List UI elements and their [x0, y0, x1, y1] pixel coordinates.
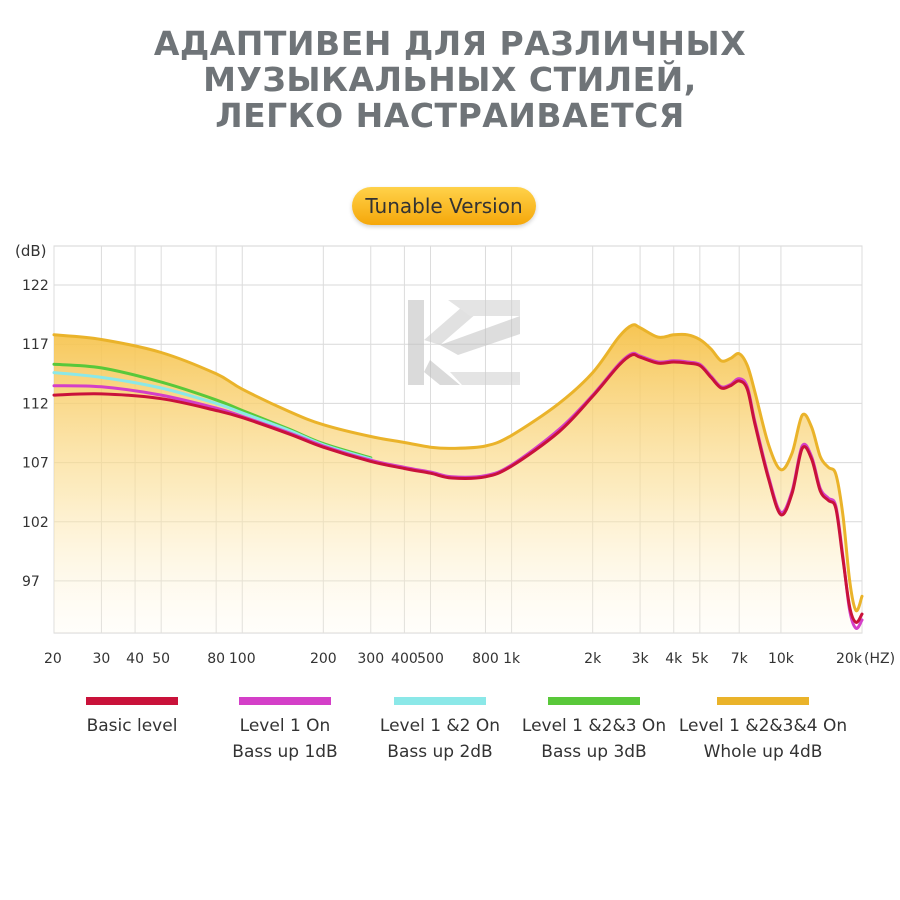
headline-line-3: ЛЕГКО НАСТРАИВАЕТСЯ: [215, 96, 685, 135]
headline-line-2: МУЗЫКАЛЬНЫХ СТИЛЕЙ,: [203, 60, 697, 99]
legend-sublabel: Whole up 4dB: [703, 742, 823, 762]
legend-swatch: [717, 697, 809, 705]
x-tick-label: 800: [472, 651, 499, 667]
x-tick-label: 1k: [503, 651, 521, 667]
x-tick-label: 50: [152, 651, 170, 667]
legend-item: Level 1 &2&3 On Bass up 3dB: [514, 697, 674, 765]
legend-swatch: [86, 697, 178, 705]
legend-swatch: [394, 697, 486, 705]
series-layer: [52, 323, 864, 630]
legend-label: Level 1 &2&3&4 On: [678, 716, 848, 736]
y-tick-label: 102: [22, 515, 49, 531]
x-tick-label: 10k: [768, 651, 795, 667]
x-tick-label: 5k: [691, 651, 709, 667]
legend-label: Basic level: [86, 716, 178, 736]
legend-label: Level 1 On: [239, 716, 331, 736]
x-axis-unit: (HZ): [864, 651, 895, 667]
legend-item: Level 1 &2 On Bass up 2dB: [360, 697, 520, 765]
axis-labels: (dB) 97 102 107 112 117 122 20 30 40 50 80 100 200 300…: [15, 242, 895, 667]
x-tick-label: 80: [207, 651, 225, 667]
y-tick-label: 112: [22, 396, 49, 412]
x-tick-label: 300: [357, 651, 384, 667]
frequency-response-chart: (dB) 97 102 107 112 117 122 20 30 40 50 80 100 200 300…: [15, 242, 895, 667]
x-tick-label: 20: [44, 651, 62, 667]
legend-swatch: [239, 697, 331, 705]
legend-item: Basic level: [57, 697, 207, 739]
x-tick-label: 30: [93, 651, 111, 667]
y-tick-label: 117: [22, 337, 49, 353]
y-axis-label: (dB): [15, 242, 47, 260]
x-tick-label: 3k: [632, 651, 650, 667]
x-tick-label: 100: [229, 651, 256, 667]
legend-swatch: [548, 697, 640, 705]
headline: АДАПТИВЕН ДЛЯ РАЗЛИЧНЫХ МУЗЫКАЛЬНЫХ СТИЛ…: [0, 26, 900, 134]
tunable-version-badge: Tunable Version: [352, 187, 536, 225]
x-tick-label: 20k: [836, 651, 863, 667]
x-tick-label: 200: [310, 651, 337, 667]
legend-label: Level 1 &2 On: [379, 716, 501, 736]
x-tick-label: 40: [126, 651, 144, 667]
legend-sublabel: Bass up 1dB: [232, 742, 338, 762]
kz-logo-icon: [408, 300, 520, 385]
y-tick-label: 122: [22, 278, 49, 294]
series-line-0: [52, 323, 864, 613]
legend-item: Level 1 &2&3&4 On Whole up 4dB: [668, 697, 858, 765]
legend-sublabel: Bass up 3dB: [541, 742, 647, 762]
headline-line-1: АДАПТИВЕН ДЛЯ РАЗЛИЧНЫХ: [153, 24, 747, 63]
y-tick-label: 97: [22, 574, 40, 590]
legend-label: Level 1 &2&3 On: [521, 716, 667, 736]
legend-sublabel: Bass up 2dB: [387, 742, 493, 762]
x-tick-label: 500: [417, 651, 444, 667]
x-tick-label: 4k: [665, 651, 683, 667]
series-line-4: [52, 352, 864, 624]
x-tick-label: 400: [391, 651, 418, 667]
x-tick-label: 2k: [584, 651, 602, 667]
y-tick-label: 107: [22, 456, 49, 472]
legend-item: Level 1 On Bass up 1dB: [205, 697, 365, 765]
x-tick-label: 7k: [731, 651, 749, 667]
